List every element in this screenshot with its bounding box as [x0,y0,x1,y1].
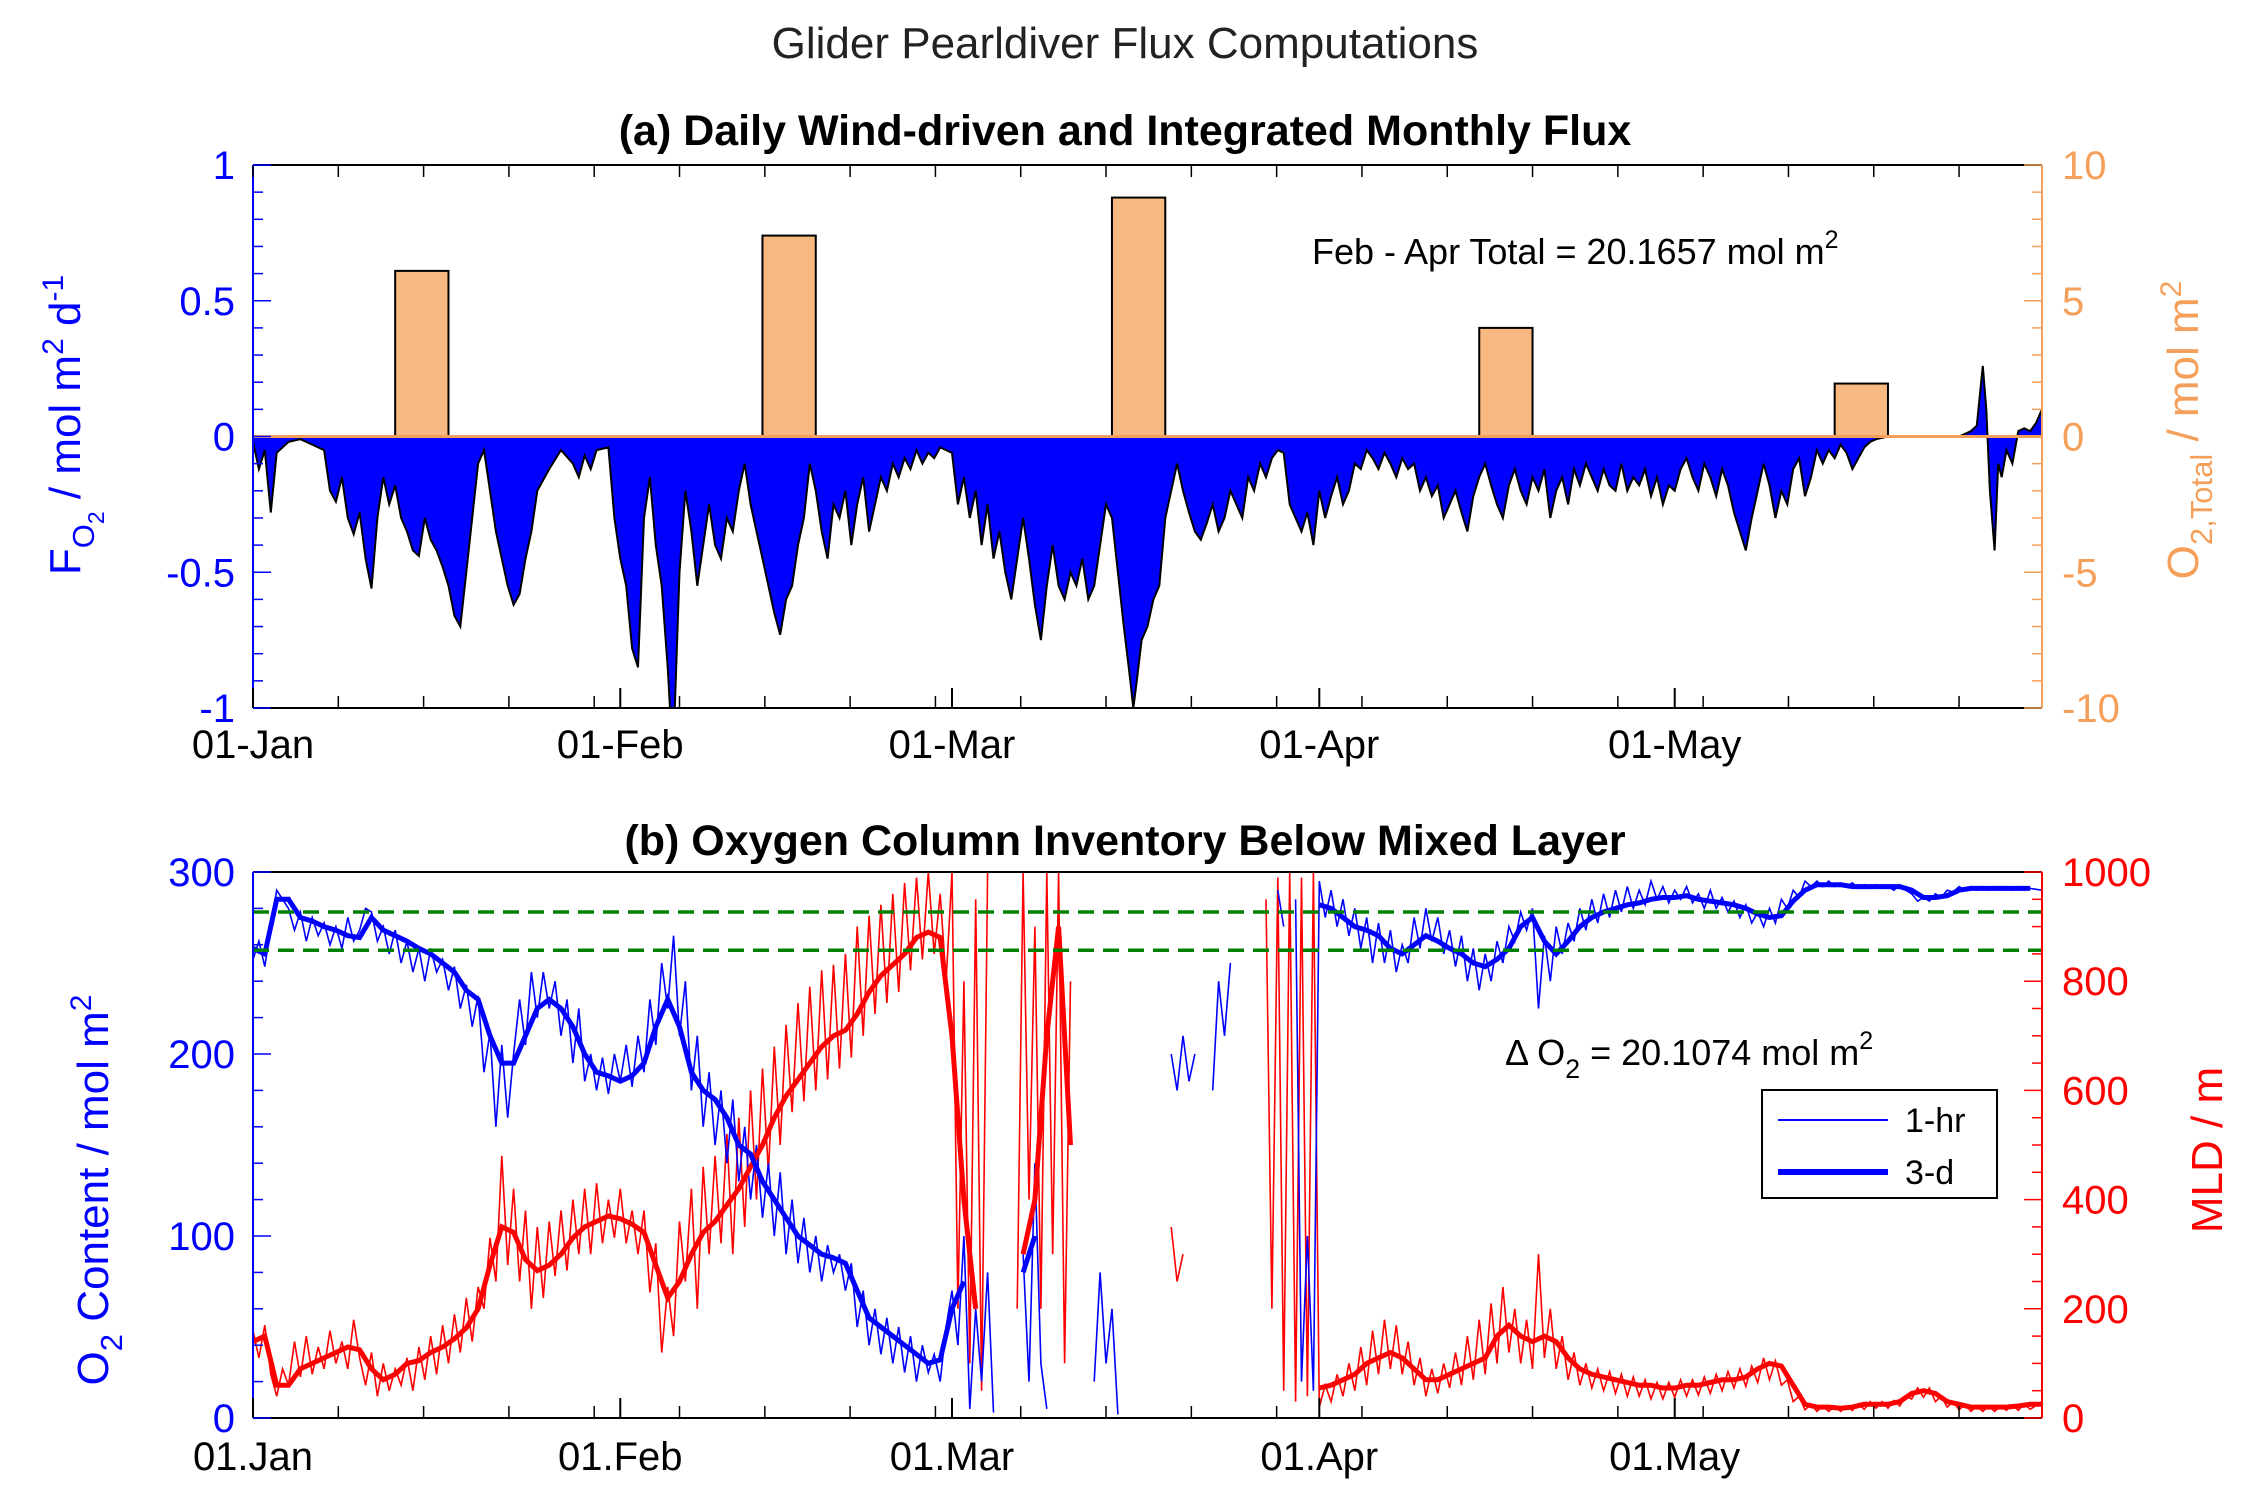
panel-a-y-left-tick-label: 1 [213,144,235,188]
panel-b-x-tick-label: 01.Apr [1260,1435,1378,1479]
panel-a-y-left-tick-label: 0 [213,416,235,460]
panel-b-y-left-tick-label: 0 [213,1397,235,1441]
panel-a-daily-flux-area [252,365,2043,709]
panel-a-axes: 01-Jan 01-Feb 01-Mar 01-Apr 01-May -1 -0.5 0 0.5… [166,144,2120,767]
panel-b-left-axis-label: O2 Content / mol m2 [65,995,129,1386]
panel-b: (b) Oxygen Column Inventory Below Mixed … [65,817,2232,1479]
panel-b-y-right-tick-label: 200 [2062,1288,2129,1332]
panel-a-x-tick-label: 01-May [1608,723,1741,767]
panel-a-y-right-tick-label: -10 [2062,687,2120,731]
panel-b-x-tick-label: 01.May [1609,1435,1740,1479]
legend-box [1761,1089,1998,1199]
legend-1hr-label: 1-hr [1905,1102,1965,1140]
panel-a: (a) Daily Wind-driven and Integrated Mon… [37,107,2219,767]
legend-3d-label: 3-d [1905,1154,1954,1192]
panel-a-left-axis-label: FO2 / mol m2 d-1 [37,275,109,575]
panel-b-title: (b) Oxygen Column Inventory Below Mixed … [624,817,1625,865]
panel-a-title: (a) Daily Wind-driven and Integrated Mon… [619,107,1632,155]
panel-b-y-right-tick-label: 1000 [2062,851,2151,895]
panel-a-x-tick-label: 01-Apr [1259,723,1379,767]
panel-b-x-tick-label: 01.Mar [890,1435,1015,1479]
panel-a-y-left-tick-label: -1 [199,687,235,731]
panel-a-y-left-tick-label: -0.5 [166,551,235,595]
monthly-bar-feb [761,234,817,438]
panel-b-series [253,872,2042,1415]
panel-a-y-right-tick-label: 0 [2062,416,2084,460]
panel-b-axes: 01.Jan 01.Feb 01.Mar 01.Apr 01.May 0 100 200 300… [168,851,2151,1479]
panel-a-y-right-tick-label: 5 [2062,280,2084,324]
panel-b-y-left-tick-label: 100 [168,1215,235,1259]
panel-a-monthly-bars [394,196,1889,438]
panel-b-plot-area [253,872,2042,1415]
o2-3d-line [253,882,2031,1367]
panel-b-x-tick-label: 01.Jan [193,1435,313,1479]
panel-b-right-axis-label: MLD / m [2183,1067,2232,1233]
panel-b-x-tick-label: 01.Feb [558,1435,683,1479]
panel-b-y-left-tick-label: 300 [168,851,235,895]
panel-a-right-axis-label: O2,Total / mol m2 [2155,281,2219,580]
mld-3d-line [253,926,2042,1411]
panel-a-y-left-tick-label: 0.5 [179,280,235,324]
o2-1hr-line [253,878,2042,1415]
monthly-bar-may [1833,382,1889,438]
panel-a-y-right-tick-label: -5 [2062,551,2098,595]
panel-a-x-tick-label: 01-Feb [557,723,684,767]
panel-a-y-right-tick-label: 10 [2062,144,2107,188]
panel-b-legend: 1-hr 3-d [1761,1089,1998,1199]
panel-b-annotation: Δ O2 = 20.1074 mol m2 [1505,1027,1873,1084]
panel-a-annotation: Feb - Apr Total = 20.1657 mol m2 [1312,226,1839,272]
panel-b-y-right-tick-label: 600 [2062,1069,2129,1113]
panel-a-x-tick-label: 01-Mar [889,723,1016,767]
monthly-bar-mar [1110,196,1167,438]
panel-b-y-right-tick-label: 800 [2062,960,2129,1004]
panel-b-y-right-tick-label: 400 [2062,1179,2129,1223]
monthly-bar-apr [1478,326,1534,438]
panel-a-x-tick-label: 01-Jan [192,723,314,767]
panel-b-y-left-tick-label: 200 [168,1033,235,1077]
monthly-bar-jan [394,269,450,438]
panel-b-y-right-tick-label: 0 [2062,1397,2084,1441]
figure-title: Glider Pearldiver Flux Computations [772,19,1479,68]
